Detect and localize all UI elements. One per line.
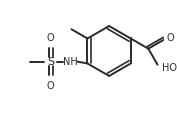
Text: HO: HO — [162, 63, 177, 73]
Text: O: O — [166, 33, 174, 43]
Text: O: O — [47, 81, 54, 91]
Text: NH: NH — [64, 57, 78, 67]
Text: S: S — [47, 57, 54, 67]
Text: O: O — [47, 33, 54, 43]
